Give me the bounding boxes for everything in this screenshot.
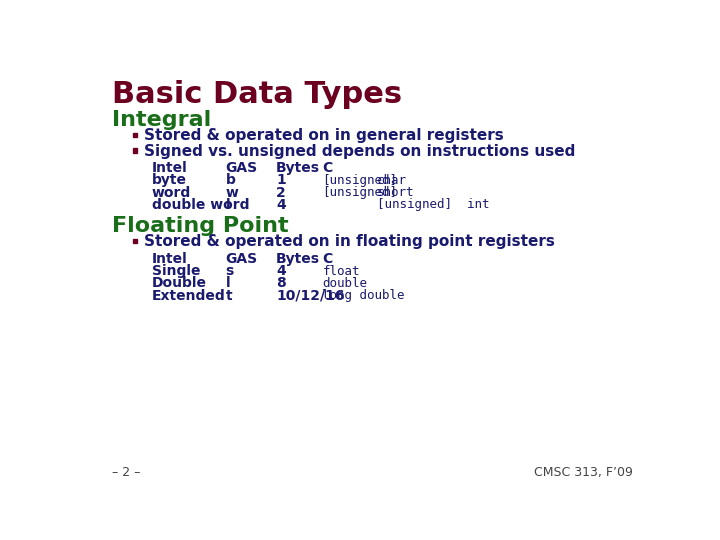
Text: s: s	[225, 264, 234, 278]
Text: Double: Double	[152, 276, 207, 291]
Text: GAS: GAS	[225, 252, 258, 266]
Text: [unsigned]: [unsigned]	[323, 174, 397, 187]
Text: double word: double word	[152, 198, 250, 212]
Text: 8: 8	[276, 276, 286, 291]
Text: – 2 –: – 2 –	[112, 467, 140, 480]
Text: Intel: Intel	[152, 252, 188, 266]
Text: C: C	[323, 161, 333, 175]
Text: long double: long double	[323, 289, 405, 302]
Text: Bytes: Bytes	[276, 161, 320, 175]
Text: Single: Single	[152, 264, 200, 278]
FancyBboxPatch shape	[132, 148, 138, 153]
Text: GAS: GAS	[225, 161, 258, 175]
Text: w: w	[225, 186, 238, 200]
Text: 1: 1	[276, 173, 286, 187]
Text: Signed vs. unsigned depends on instructions used: Signed vs. unsigned depends on instructi…	[144, 144, 575, 159]
Text: Bytes: Bytes	[276, 252, 320, 266]
Text: Integral: Integral	[112, 110, 211, 130]
Text: 4: 4	[276, 198, 286, 212]
Text: word: word	[152, 186, 192, 200]
Text: 4: 4	[276, 264, 286, 278]
Text: t: t	[225, 289, 233, 303]
Text: Extended: Extended	[152, 289, 226, 303]
Text: l: l	[225, 276, 230, 291]
Text: Stored & operated on in floating point registers: Stored & operated on in floating point r…	[144, 234, 555, 249]
FancyBboxPatch shape	[132, 239, 138, 244]
FancyBboxPatch shape	[132, 132, 138, 137]
Text: double: double	[323, 277, 367, 290]
Text: Floating Point: Floating Point	[112, 217, 288, 237]
Text: [unsigned]: [unsigned]	[323, 186, 397, 199]
Text: Intel: Intel	[152, 161, 188, 175]
Text: [unsigned]  int: [unsigned] int	[377, 198, 490, 212]
Text: Basic Data Types: Basic Data Types	[112, 79, 402, 109]
Text: l: l	[225, 198, 230, 212]
Text: byte: byte	[152, 173, 187, 187]
Text: CMSC 313, F’09: CMSC 313, F’09	[534, 467, 632, 480]
Text: C: C	[323, 252, 333, 266]
Text: Stored & operated on in general registers: Stored & operated on in general register…	[144, 128, 504, 143]
Text: float: float	[323, 265, 360, 278]
Text: char: char	[377, 174, 407, 187]
Text: 10/12/16: 10/12/16	[276, 289, 344, 303]
Text: 2: 2	[276, 186, 286, 200]
Text: b: b	[225, 173, 235, 187]
Text: short: short	[377, 186, 414, 199]
